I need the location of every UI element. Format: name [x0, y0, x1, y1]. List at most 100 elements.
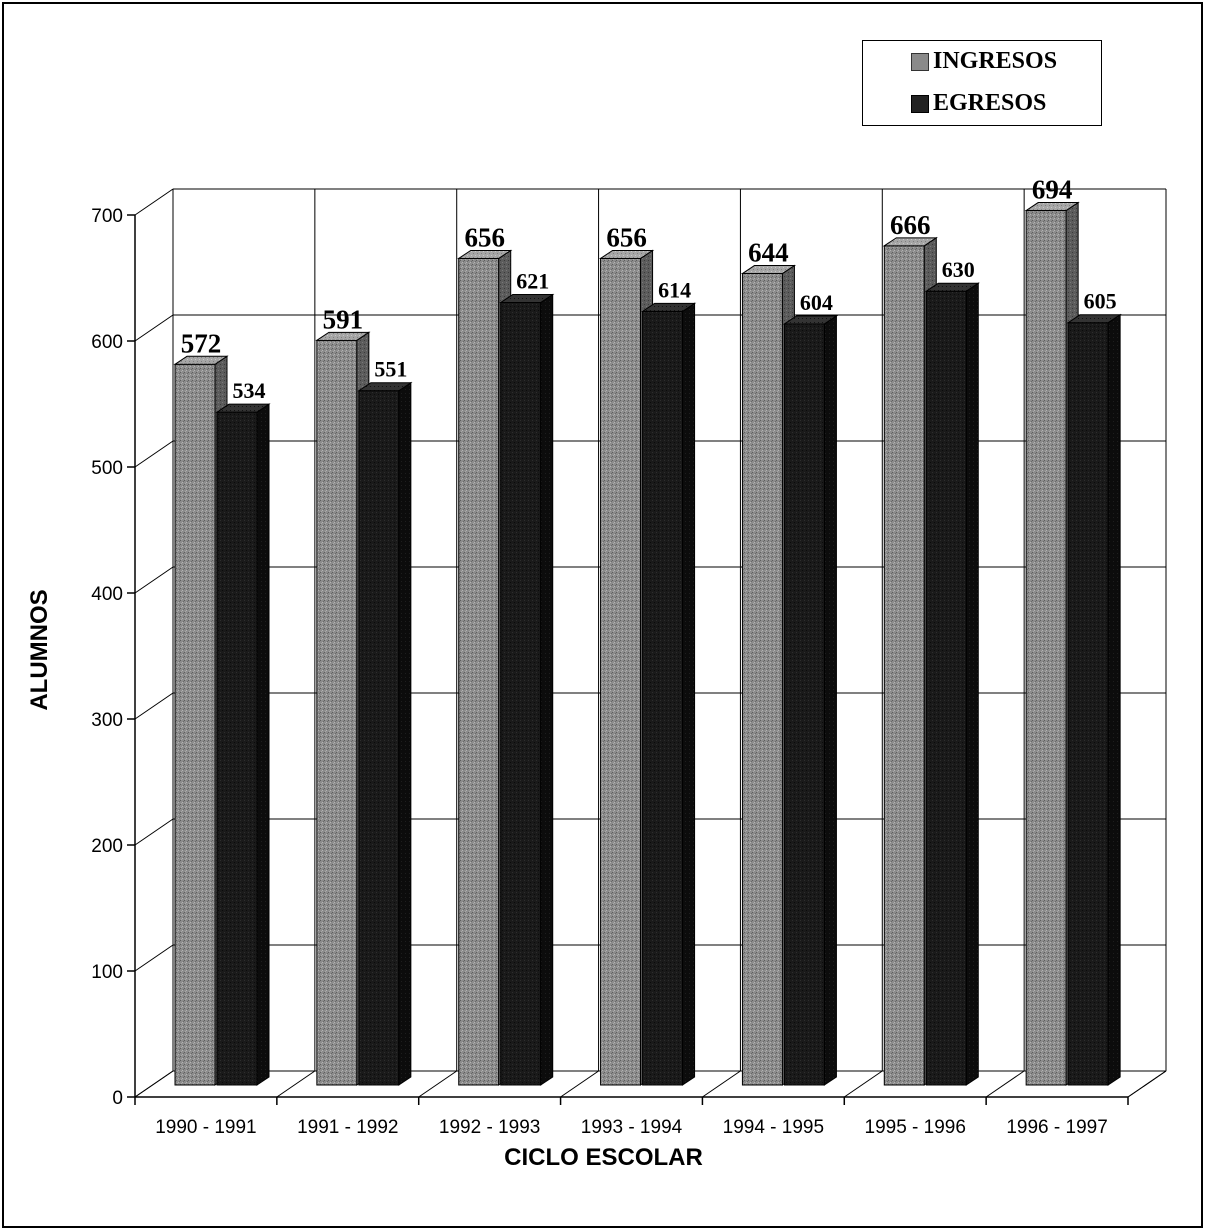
- chart-legend: INGRESOS EGRESOS: [862, 40, 1102, 126]
- floor-divider: [560, 1070, 599, 1098]
- gridline-wall-700: [134, 188, 174, 216]
- gridline-wall-400: [134, 566, 174, 594]
- bar-egresos-front: [783, 323, 825, 1086]
- bar-ingresos-front: [883, 245, 925, 1086]
- gridline-wall-500: [134, 440, 174, 468]
- bar-egresos-front: [1067, 322, 1109, 1086]
- data-label-ingresos: 591: [323, 304, 364, 334]
- bar-egresos-front: [925, 290, 967, 1086]
- legend-label-egresos: EGRESOS: [933, 90, 1047, 116]
- bar-egresos-top: [1066, 314, 1122, 324]
- y-tick-label: 700: [91, 206, 123, 227]
- bar-egresos: [640, 302, 697, 1086]
- floor-divider: [985, 1070, 1025, 1098]
- data-label-egresos: 614: [658, 277, 691, 302]
- x-tick-label: 1991 - 1992: [297, 1117, 398, 1138]
- data-label-ingresos: 656: [606, 222, 647, 252]
- y-tick-label: 300: [91, 710, 123, 731]
- gridline-wall-100: [134, 944, 174, 972]
- bar-egresos-side: [965, 282, 979, 1086]
- data-label-ingresos: 694: [1032, 175, 1073, 205]
- bar-egresos-top: [782, 315, 839, 325]
- bar-ingresos-top: [882, 237, 938, 247]
- bar-ingresos-front: [741, 273, 783, 1086]
- bar-egresos: [924, 282, 980, 1086]
- chart-axes: 0 100 200 300 400 500 600 700 1990 - 1991 1991 - …: [91, 189, 1167, 1138]
- floor-divider: [702, 1070, 741, 1098]
- legend-item-egresos: EGRESOS: [911, 90, 1046, 117]
- bar-egresos-top: [640, 302, 697, 312]
- bar-egresos-front: [642, 310, 684, 1086]
- bar-egresos-side: [823, 315, 837, 1086]
- data-label-ingresos: 644: [748, 238, 789, 268]
- legend-swatch-egresos: [911, 94, 929, 113]
- y-tick-label: 400: [91, 584, 123, 605]
- x-tick-label: 1992 - 1993: [439, 1117, 540, 1138]
- gridline-wall-300: [134, 692, 174, 720]
- data-label-ingresos: 656: [464, 222, 505, 252]
- bar-egresos-front: [500, 302, 542, 1086]
- floor-divider: [844, 1070, 883, 1098]
- bar-ingresos-front: [174, 363, 216, 1086]
- x-tick-label: 1994 - 1995: [723, 1117, 824, 1138]
- bar-ingresos-top: [740, 265, 797, 275]
- gridline-wall-600: [134, 314, 174, 342]
- bar-egresos-top: [357, 382, 413, 392]
- y-tick-label: 600: [91, 332, 123, 353]
- bar-ingresos: [173, 355, 229, 1086]
- floor-divider: [276, 1070, 316, 1098]
- bar-egresos: [1066, 313, 1122, 1086]
- data-label-ingresos: 666: [890, 210, 931, 240]
- y-tick-label: 0: [112, 1088, 123, 1109]
- chart-bars: [173, 201, 1122, 1086]
- bar-egresos-side: [1107, 313, 1121, 1086]
- data-label-egresos: 534: [233, 378, 266, 403]
- bar-ingresos-top: [598, 249, 655, 259]
- bar-egresos-top: [499, 294, 555, 304]
- legend-item-ingresos: INGRESOS: [911, 48, 1057, 75]
- bar-egresos-front: [358, 390, 400, 1086]
- bar-ingresos-front: [1025, 210, 1067, 1086]
- y-axis-title: ALUMNOS: [26, 589, 53, 711]
- x-tick-label: 1995 - 1996: [865, 1117, 966, 1138]
- bar-egresos: [782, 315, 839, 1086]
- data-label-egresos: 605: [1084, 289, 1117, 314]
- bar-egresos-side: [540, 293, 554, 1086]
- bar-ingresos-front: [316, 339, 358, 1086]
- y-tick-label: 100: [91, 962, 123, 983]
- bar-egresos-top: [215, 403, 271, 413]
- legend-label-ingresos: INGRESOS: [933, 48, 1058, 74]
- bar-ingresos-top: [315, 331, 371, 341]
- legend-swatch-ingresos: [911, 52, 929, 71]
- floor-divider: [134, 1070, 174, 1098]
- data-label-egresos: 630: [942, 257, 975, 282]
- x-tick-label: 1993 - 1994: [581, 1117, 683, 1138]
- bar-ingresos-top: [457, 249, 513, 259]
- bar-egresos-side: [256, 403, 270, 1086]
- bar-egresos: [499, 293, 555, 1086]
- data-label-egresos: 604: [800, 290, 833, 315]
- x-axis-title: CICLO ESCOLAR: [504, 1144, 703, 1171]
- y-tick-label: 200: [91, 836, 123, 857]
- data-label-egresos: 551: [374, 357, 407, 382]
- floor-right-edge: [1127, 1070, 1167, 1098]
- bar-egresos-front: [216, 411, 258, 1086]
- y-tick-label: 500: [91, 458, 123, 479]
- bar-ingresos-top: [173, 355, 229, 365]
- bar-egresos-side: [682, 302, 696, 1086]
- chart-data-labels: 572 534 591 551 656 621 656 614 644 604 666 630 694 6…: [181, 175, 1117, 404]
- bar-egresos: [215, 403, 271, 1086]
- x-tick-label: 1990 - 1991: [155, 1117, 256, 1138]
- data-label-ingresos: 572: [181, 328, 222, 358]
- bar-ingresos-front: [458, 257, 500, 1086]
- gridline-wall-200: [134, 818, 174, 846]
- bar-egresos-top: [924, 282, 980, 292]
- data-label-egresos: 621: [516, 269, 549, 294]
- bar-egresos-side: [398, 381, 412, 1086]
- bar-ingresos-top: [1024, 202, 1080, 212]
- floor-divider: [418, 1070, 457, 1098]
- x-tick-label: 1996 - 1997: [1006, 1117, 1107, 1138]
- bar-ingresos-front: [600, 257, 642, 1086]
- bar-egresos: [357, 381, 413, 1086]
